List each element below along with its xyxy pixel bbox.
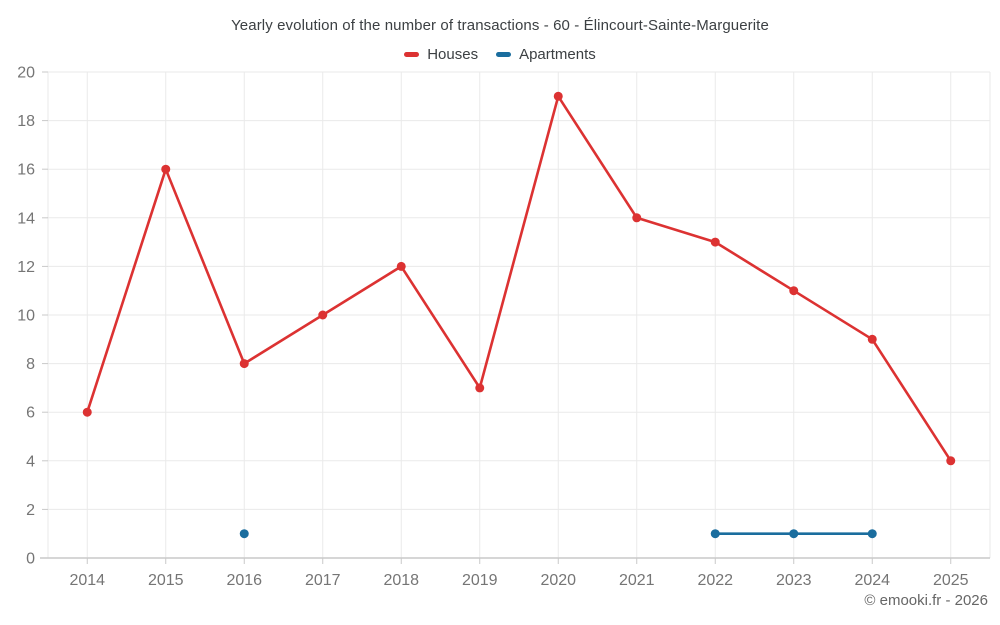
legend-item-houses[interactable]: Houses: [404, 46, 478, 63]
y-tick-label: 16: [17, 162, 35, 179]
copyright-credit: © emooki.fr - 2026: [864, 592, 988, 609]
point-houses-2025[interactable]: [946, 456, 956, 466]
y-tick-label: 20: [17, 65, 35, 82]
y-tick-label: 10: [17, 308, 35, 325]
x-tick-label: 2019: [462, 572, 498, 589]
point-apartments-2016[interactable]: [239, 529, 249, 539]
series-houses-line: [85, 95, 953, 463]
point-houses-2021[interactable]: [632, 213, 642, 223]
x-tick-label: 2016: [226, 572, 262, 589]
x-tick-label: 2023: [776, 572, 812, 589]
legend-label: Apartments: [519, 46, 596, 63]
x-tick-label: 2021: [619, 572, 655, 589]
x-tick-label: 2025: [933, 572, 969, 589]
x-tick-label: 2020: [540, 572, 576, 589]
point-apartments-2023[interactable]: [789, 529, 799, 539]
chart-title: Yearly evolution of the number of transa…: [231, 17, 769, 34]
y-tick-label: 0: [26, 551, 35, 568]
point-houses-2017[interactable]: [318, 310, 328, 320]
point-houses-2015[interactable]: [161, 164, 171, 174]
point-houses-2023[interactable]: [789, 286, 799, 296]
x-tick-label: 2024: [854, 572, 890, 589]
x-tick-label: 2017: [305, 572, 341, 589]
y-tick-label: 4: [26, 453, 35, 470]
x-tick-label: 2022: [697, 572, 733, 589]
point-houses-2024[interactable]: [867, 334, 877, 344]
point-houses-2016[interactable]: [239, 359, 249, 369]
point-apartments-2024[interactable]: [867, 529, 877, 539]
y-tick-label: 2: [26, 502, 35, 519]
y-tick-label: 12: [17, 259, 35, 276]
point-apartments-2022[interactable]: [710, 529, 720, 539]
legend-swatch-icon: [496, 52, 512, 57]
y-tick-label: 14: [17, 210, 35, 227]
point-houses-2018[interactable]: [396, 261, 406, 271]
point-houses-2014[interactable]: [82, 407, 92, 417]
y-tick-label: 18: [17, 113, 35, 130]
legend-label: Houses: [427, 46, 479, 63]
point-houses-2020[interactable]: [553, 91, 563, 101]
x-tick-label: 2015: [148, 572, 184, 589]
y-tick-label: 8: [26, 356, 35, 373]
y-tick-label: 6: [26, 405, 35, 422]
legend-item-apartments[interactable]: Apartments: [496, 46, 596, 63]
chart-legend: Houses Apartments: [0, 46, 1000, 63]
x-tick-label: 2018: [383, 572, 419, 589]
x-tick-label: 2014: [69, 572, 105, 589]
point-houses-2022[interactable]: [710, 237, 720, 247]
legend-swatch-icon: [404, 52, 420, 57]
point-houses-2019[interactable]: [475, 383, 485, 393]
